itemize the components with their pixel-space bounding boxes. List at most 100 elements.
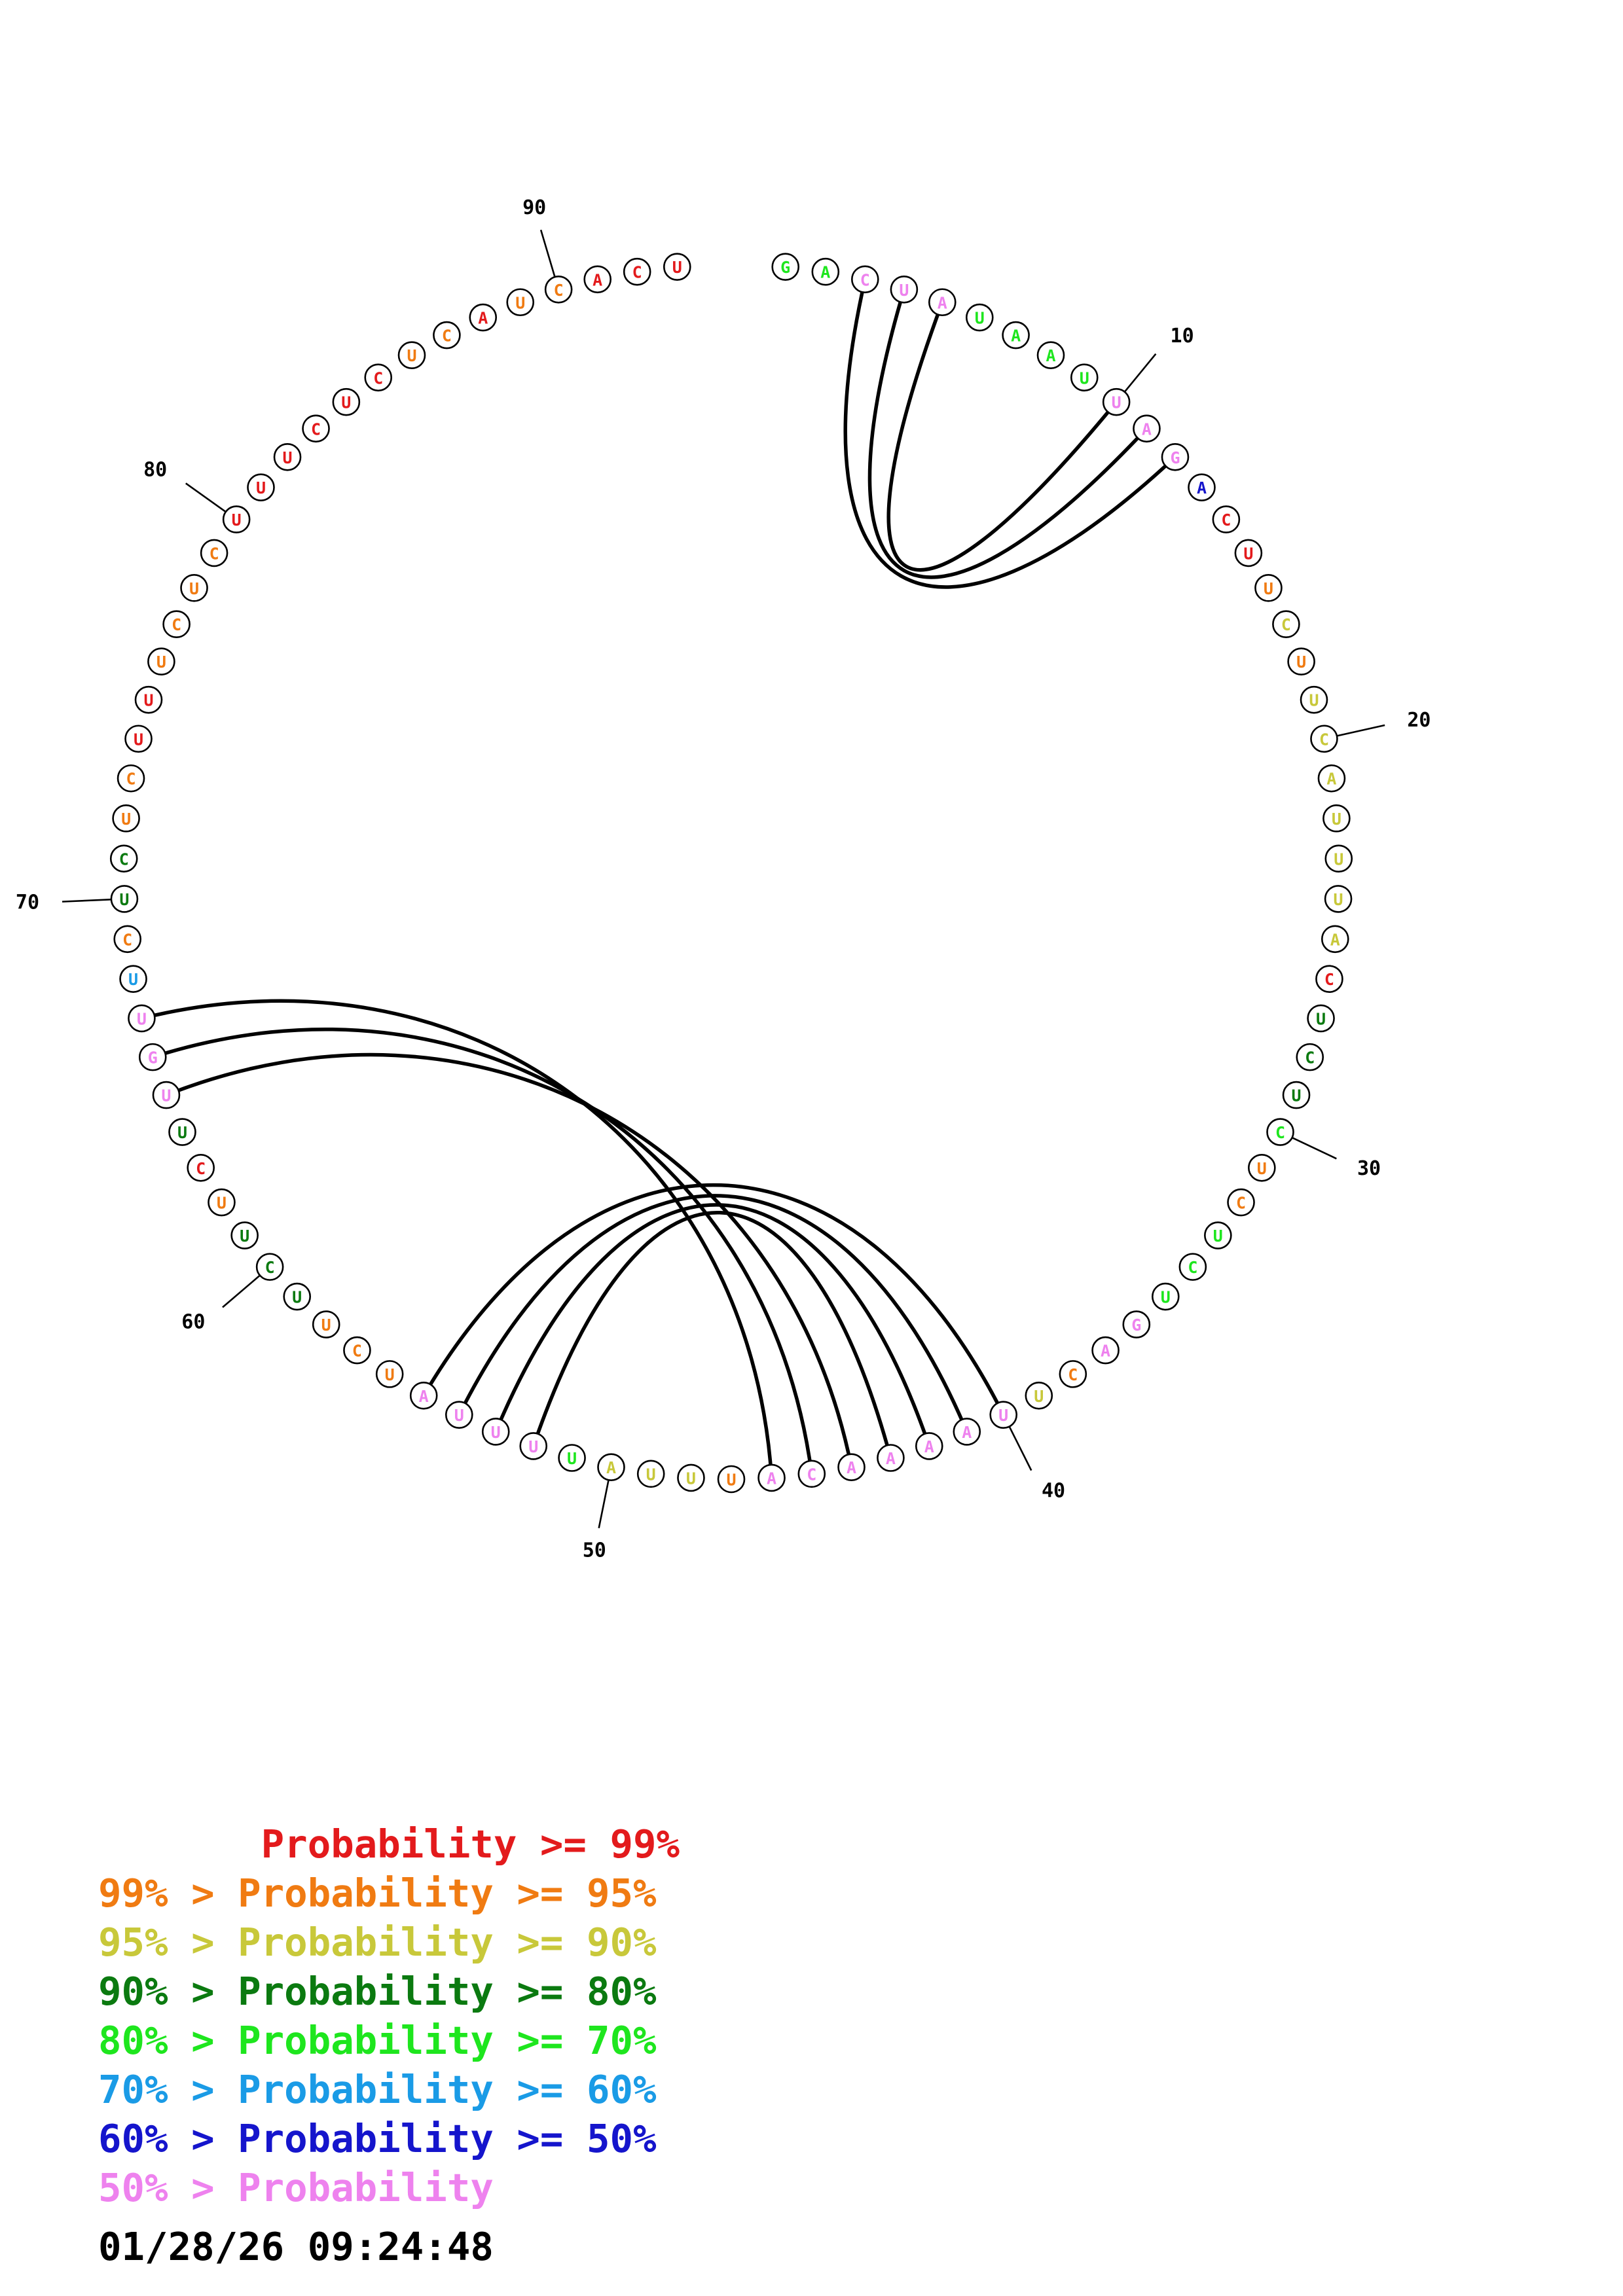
nucleotide-circle [147, 647, 175, 676]
nucleotide-circle [1282, 1081, 1311, 1109]
nucleotide: A [928, 288, 957, 317]
nucleotide: C [1059, 1360, 1087, 1388]
nucleotide-circle [302, 414, 330, 443]
nucleotide-circle [1296, 1043, 1324, 1071]
nucleotide: U [1322, 804, 1351, 833]
nucleotide-letter: C [1305, 1049, 1315, 1067]
nucleotide-letter: C [807, 1465, 816, 1484]
nucleotide-circle [312, 1310, 340, 1338]
nucleotide-circle [113, 925, 142, 954]
nucleotide: U [208, 1188, 236, 1217]
nucleotide-circle [119, 965, 147, 994]
nucleotide: A [1091, 1336, 1120, 1365]
nucleotide: A [757, 1463, 786, 1492]
nucleotide-circle [1234, 539, 1263, 567]
nucleotide-letter: C [632, 263, 642, 282]
nucleotide-circle [837, 1453, 866, 1481]
nucleotide: C [1315, 965, 1343, 994]
nucleotide-circle [583, 265, 612, 294]
nucleotide-letter: U [1316, 1009, 1326, 1028]
position-label: 60 [181, 1311, 205, 1334]
nucleotide: U [230, 1221, 259, 1249]
nucleotide: C [1212, 505, 1241, 533]
nucleotide-letter: A [478, 309, 488, 328]
nucleotide: U [1324, 844, 1353, 873]
nucleotide-circle [757, 1463, 786, 1492]
nucleotide-letter: U [292, 1288, 302, 1307]
nucleotide-circle [180, 574, 208, 602]
nucleotide: U [1151, 1282, 1180, 1311]
nucleotide: C [187, 1154, 215, 1182]
base-pair-arc [152, 1028, 814, 1475]
nucleotide: A [1317, 764, 1346, 793]
nucleotide-letter: U [672, 258, 682, 277]
nucleotide-letter: U [515, 293, 525, 312]
position-label: 30 [1357, 1157, 1381, 1180]
nucleotide: C [113, 925, 142, 954]
nucleotide-letter: C [119, 850, 129, 869]
nucleotide-circle [663, 253, 691, 281]
nucleotide-letter: A [924, 1437, 934, 1456]
nucleotide-letter: C [172, 615, 181, 634]
nucleotide-circle [989, 1401, 1018, 1429]
nucleotide-letter: U [1309, 691, 1319, 710]
nucleotide-circle [1322, 804, 1351, 833]
nucleotide-circle [343, 1336, 371, 1365]
nucleotide-circle [1091, 1336, 1120, 1365]
nucleotide-circle [1212, 505, 1241, 533]
nucleotide-circle [890, 276, 919, 304]
nucleotide: U [247, 473, 275, 501]
nucleotide: U [168, 1118, 196, 1146]
nucleotide: U [180, 574, 208, 602]
nucleotide: A [1188, 473, 1216, 501]
nucleotide-letter: A [1101, 1342, 1110, 1361]
nucleotide-circle [273, 443, 302, 471]
nucleotide-letter: A [419, 1387, 429, 1406]
nucleotide-circle [1025, 1381, 1053, 1410]
nucleotide-letter: C [860, 270, 870, 289]
position-tick [222, 1274, 261, 1308]
nucleotide-circle [1178, 1253, 1207, 1281]
nucleotide: A [837, 1453, 866, 1481]
legend-entry: 70% > Probability >= 60% [98, 2067, 657, 2112]
nucleotide-letter: C [554, 281, 564, 300]
nucleotide-circle [110, 885, 139, 913]
position-label: 20 [1407, 709, 1431, 732]
nucleotide: C [544, 276, 573, 304]
nucleotide-circle [152, 1081, 181, 1109]
nucleotide-circle [1059, 1360, 1087, 1388]
nucleotide-circle [445, 1401, 473, 1429]
nucleotide-circle [1324, 844, 1353, 873]
nucleotide-circle [1266, 1118, 1294, 1146]
nucleotide-circle [1227, 1188, 1255, 1217]
nucleotide: U [134, 685, 163, 714]
nucleotide-circle [283, 1282, 312, 1311]
nucleotide: C [1178, 1253, 1207, 1281]
nucleotide-letter: U [156, 653, 166, 672]
base-pair-arc [532, 1211, 893, 1459]
nucleotide-letter: U [1334, 890, 1343, 909]
nucleotide-letter: A [1330, 930, 1340, 949]
position-tick [1336, 724, 1385, 737]
legend-entry: 50% > Probability [98, 2165, 494, 2210]
legend-entry: 95% > Probability >= 90% [98, 1920, 657, 1965]
nucleotide-circle [134, 685, 163, 714]
nucleotide: U [677, 1463, 705, 1492]
nucleotide-letter: U [1292, 1086, 1302, 1105]
nucleotide-circle [1151, 1282, 1180, 1311]
base-pair-arc [843, 279, 1176, 589]
legend-entry: 90% > Probability >= 80% [98, 1969, 657, 2014]
nucleotide-letter: U [491, 1423, 501, 1442]
nucleotide: A [1321, 925, 1349, 954]
nucleotide-circle [1315, 965, 1343, 994]
nucleotide-circle [247, 473, 275, 501]
nucleotide: U [717, 1465, 746, 1494]
nucleotide-circle [332, 387, 361, 416]
position-tick [1292, 1136, 1337, 1160]
nucleotide-letter: U [1112, 393, 1122, 412]
nucleotide-circle [928, 288, 957, 317]
legend-entry: 80% > Probability >= 70% [98, 2018, 657, 2063]
nucleotide-circle [1310, 725, 1338, 753]
nucleotide-circle [597, 1453, 625, 1481]
nucleotide-letter: C [1221, 511, 1231, 529]
